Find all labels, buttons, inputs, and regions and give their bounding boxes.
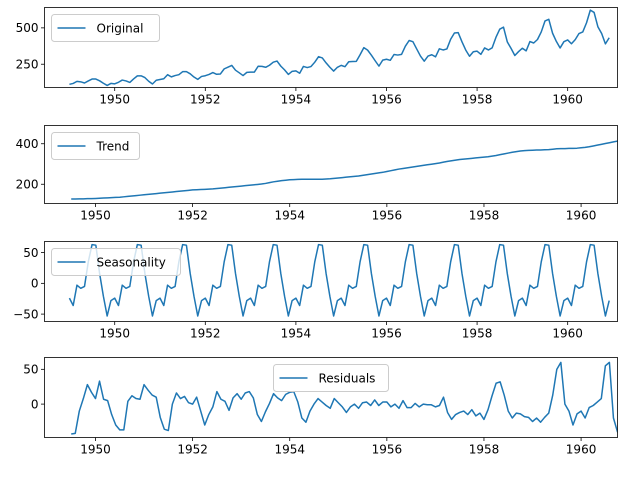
- trend-legend-box: [51, 132, 140, 160]
- trend-legend-label: Trend: [96, 139, 130, 153]
- residuals-x-tick-label: 1950: [80, 443, 111, 457]
- trend-x-tick-label: 1954: [274, 209, 305, 223]
- trend-x-tick-label: 1952: [177, 209, 208, 223]
- seasonality-x-tick-label: 1956: [371, 327, 402, 341]
- original-legend-box: [51, 14, 160, 42]
- residuals-legend-box: [273, 364, 389, 392]
- trend-panel: 1950 1952 1954 1956 1958 1960 200 400 Trend: [16, 125, 618, 223]
- residuals-x-tick-label: 1960: [566, 443, 597, 457]
- original-legend: Original: [51, 14, 160, 42]
- seasonality-legend-label: Seasonality: [97, 255, 166, 269]
- seasonality-axes-frame: [44, 241, 618, 322]
- seasonality-panel: 1950 1952 1954 1956 1958 1960 −50 0 50 Seasonalit…: [13, 241, 618, 341]
- residuals-series-line: [71, 361, 618, 435]
- seasonality-legend-box: [51, 248, 181, 276]
- trend-x-tick-label: 1960: [566, 209, 597, 223]
- original-legend-label: Original: [97, 21, 144, 35]
- seasonality-y-tick-label: 50: [23, 246, 38, 260]
- original-y-tick-label: 500: [16, 21, 39, 35]
- residuals-x-tick-label: 1956: [372, 443, 403, 457]
- seasonality-x-tick-label: 1950: [99, 327, 130, 341]
- residuals-x-tick-label: 1958: [469, 443, 500, 457]
- residuals-panel: 1950 1952 1954 1956 1958 1960 0 50 Residuals: [23, 357, 618, 457]
- seasonality-x-tick-label: 1954: [281, 327, 312, 341]
- residuals-y-tick-label: 50: [23, 363, 38, 377]
- original-panel: 1950 1952 1954 1956 1958 1960 250 500 Original: [16, 7, 618, 107]
- residuals-x-tick-label: 1952: [177, 443, 208, 457]
- trend-y-tick-label: 400: [16, 137, 39, 151]
- trend-series-line: [71, 140, 618, 200]
- original-x-tick-label: 1954: [281, 93, 312, 107]
- seasonality-x-tick-label: 1960: [552, 327, 583, 341]
- trend-x-tick-label: 1950: [80, 209, 111, 223]
- trend-legend: Trend: [51, 132, 140, 160]
- original-x-tick-label: 1952: [190, 93, 221, 107]
- original-axes-frame: [44, 7, 618, 88]
- residuals-legend-label: Residuals: [319, 371, 376, 385]
- residuals-axes-frame: [44, 357, 618, 438]
- seasonality-x-tick-label: 1952: [190, 327, 221, 341]
- trend-x-tick-label: 1956: [372, 209, 403, 223]
- original-x-tick-label: 1956: [371, 93, 402, 107]
- seasonality-x-tick-label: 1958: [462, 327, 493, 341]
- original-series-line: [69, 9, 610, 87]
- seasonality-y-tick-label: −50: [13, 307, 38, 321]
- seasonality-y-tick-label: 0: [31, 277, 39, 291]
- original-x-tick-label: 1950: [99, 93, 130, 107]
- original-x-tick-label: 1958: [462, 93, 493, 107]
- original-y-tick-label: 250: [16, 58, 39, 72]
- trend-x-tick-label: 1958: [469, 209, 500, 223]
- seasonality-legend: Seasonality: [51, 248, 181, 276]
- residuals-x-tick-label: 1954: [274, 443, 305, 457]
- trend-axes-frame: [44, 125, 618, 204]
- original-x-tick-label: 1960: [552, 93, 583, 107]
- trend-y-tick-label: 200: [16, 178, 39, 192]
- residuals-y-tick-label: 0: [31, 397, 39, 411]
- seasonality-series-line: [68, 243, 610, 317]
- residuals-legend: Residuals: [273, 364, 389, 392]
